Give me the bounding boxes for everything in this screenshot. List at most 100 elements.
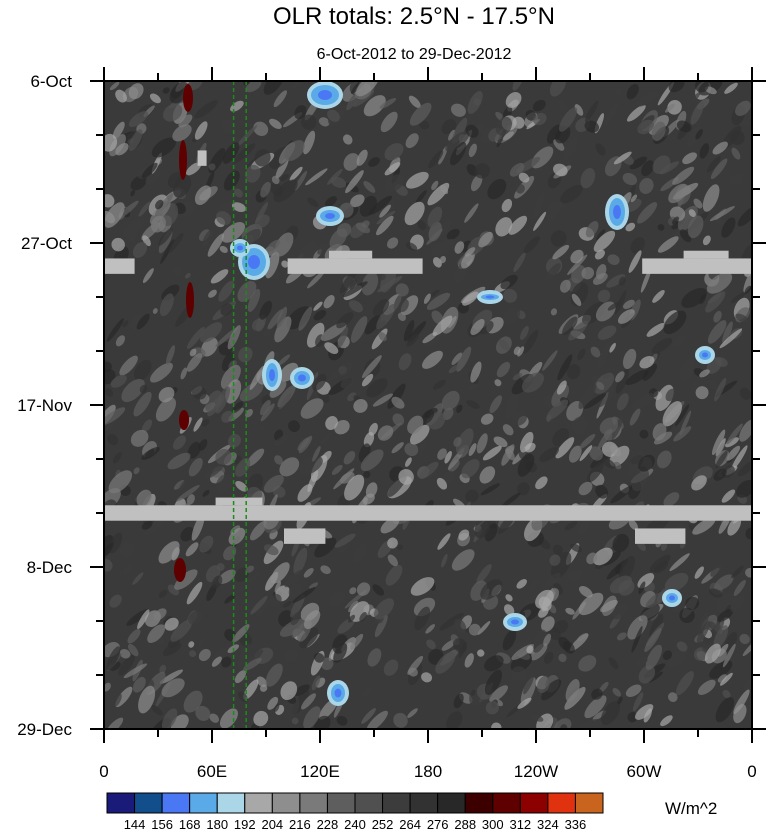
contour-cell — [256, 676, 268, 688]
contour-cell — [480, 413, 494, 425]
contour-cell — [344, 474, 365, 501]
contour-cell — [132, 676, 146, 693]
axes: 0 60E 120E 180 120W 60W 0 6-Oct 27-Oct 17-Nov 8-De… — [17, 67, 766, 781]
missing-data-bar — [642, 258, 752, 274]
contour-cell — [521, 372, 545, 393]
missing-data-bar — [215, 497, 263, 506]
contour-cell — [496, 361, 511, 378]
contour-cell — [451, 549, 475, 571]
contour-cell — [564, 520, 578, 531]
contour-cell — [581, 266, 595, 280]
contour-cell — [705, 291, 726, 313]
contour-cell — [378, 332, 387, 342]
contour-cell — [546, 399, 569, 420]
contour-cell — [691, 475, 707, 491]
contour-cell — [350, 316, 368, 343]
convection-blob — [511, 619, 519, 625]
contour-cell — [657, 224, 665, 231]
convection-blob — [318, 90, 332, 100]
contour-cell — [260, 403, 275, 422]
contour-cell — [454, 241, 465, 254]
contour-cell — [714, 574, 734, 591]
contour-cell — [417, 220, 427, 230]
contour-cell — [141, 520, 153, 530]
contour-cell — [359, 611, 367, 622]
contour-cell — [364, 314, 382, 335]
contour-cell — [612, 603, 629, 620]
contour-cell — [449, 141, 467, 166]
contour-cell — [676, 641, 688, 652]
contour-cell — [555, 437, 575, 459]
contour-cell — [477, 649, 485, 657]
contour-cell — [218, 569, 236, 584]
contour-cell — [642, 363, 658, 381]
contour-cell — [423, 293, 431, 304]
contour-cell — [709, 206, 735, 222]
contour-cell — [712, 429, 726, 456]
contour-cell — [468, 382, 479, 391]
contour-cell — [464, 247, 476, 257]
contour-cell — [613, 151, 632, 165]
contour-cell — [610, 485, 634, 504]
contour-cell — [377, 425, 394, 441]
contour-cell — [232, 624, 250, 643]
contour-cell — [484, 669, 503, 695]
contour-cell — [368, 157, 380, 167]
contour-cell — [267, 309, 284, 330]
contour-cell — [338, 361, 353, 377]
contour-cell — [263, 81, 284, 95]
contour-cell — [142, 268, 154, 284]
contour-cell — [383, 659, 399, 676]
contour-cell — [565, 607, 575, 615]
contour-cell — [597, 325, 617, 340]
contour-cell — [270, 562, 290, 584]
contour-cell — [690, 101, 704, 125]
contour-cell — [141, 419, 153, 433]
contour-cell — [564, 686, 586, 710]
missing-data-bar — [329, 250, 373, 259]
contour-cell — [385, 564, 403, 586]
contour-cell — [150, 215, 166, 233]
contour-cell — [480, 483, 500, 496]
contour-cell — [246, 448, 265, 467]
contour-cell — [345, 170, 364, 194]
contour-cell — [714, 377, 727, 402]
contour-cell — [470, 174, 483, 192]
contour-cell — [334, 533, 356, 548]
contour-cell — [172, 435, 187, 450]
contour-cell — [320, 657, 334, 671]
contour-cell — [174, 569, 198, 590]
contour-cell — [586, 552, 598, 565]
contour-cell — [122, 320, 129, 328]
contour-cell — [290, 594, 305, 618]
contour-cell — [669, 553, 690, 572]
contour-cell — [282, 601, 292, 608]
contour-cell — [376, 210, 396, 225]
contour-cell — [186, 326, 205, 349]
contour-cell — [722, 689, 731, 699]
contour-cell — [263, 328, 271, 338]
contour-cell — [622, 348, 637, 370]
colorbar-box — [106, 792, 136, 814]
contour-cell — [450, 103, 466, 117]
contour-cell — [128, 83, 144, 100]
contour-cell — [731, 565, 744, 579]
contour-cell — [105, 388, 114, 397]
contour-cell — [376, 303, 396, 330]
contour-cell — [560, 724, 568, 729]
contour-cell — [637, 91, 658, 107]
contour-cell — [570, 249, 584, 264]
contour-cell — [277, 354, 291, 366]
contour-cell — [210, 269, 229, 284]
contour-cell — [342, 281, 368, 298]
contour-cell — [155, 199, 164, 210]
contour-cell — [218, 280, 235, 302]
contour-cell — [474, 516, 491, 539]
contour-cell — [365, 482, 378, 498]
contour-cell — [289, 166, 303, 182]
contour-cell — [253, 710, 269, 727]
contour-cell — [725, 437, 739, 448]
contour-cell — [206, 584, 217, 601]
contour-cell — [609, 342, 616, 353]
contour-cell — [420, 409, 435, 425]
